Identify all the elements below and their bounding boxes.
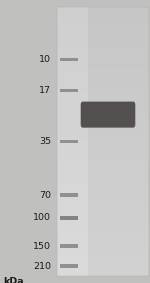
- Text: 210: 210: [33, 261, 51, 271]
- FancyBboxPatch shape: [81, 102, 135, 128]
- Bar: [60, 244, 78, 248]
- Bar: [60, 57, 78, 61]
- Text: 100: 100: [33, 213, 51, 222]
- Bar: [60, 140, 78, 143]
- Bar: [60, 89, 78, 92]
- Bar: [57, 7, 148, 276]
- Text: 70: 70: [39, 191, 51, 200]
- Text: 150: 150: [33, 242, 51, 251]
- Text: 35: 35: [39, 137, 51, 146]
- Text: 17: 17: [39, 86, 51, 95]
- Bar: [60, 264, 78, 268]
- Text: kDa: kDa: [3, 277, 24, 283]
- Bar: [60, 216, 78, 220]
- Text: 10: 10: [39, 55, 51, 64]
- Bar: [60, 194, 78, 197]
